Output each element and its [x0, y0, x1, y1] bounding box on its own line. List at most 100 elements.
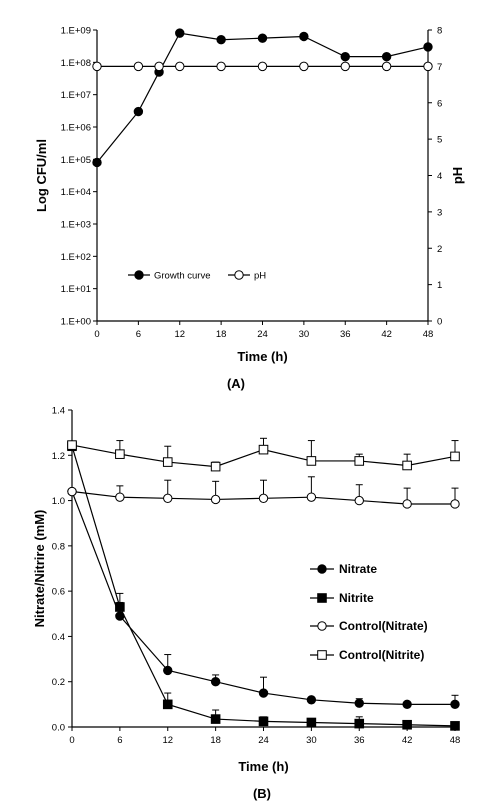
y2-tick-label: 6 [437, 98, 442, 109]
data-point [175, 28, 185, 38]
chart-panel-a: 1.E+00 1.E+01 1.E+02 1.E+03 1.E+04 1.E+05 1.E+… [34, 26, 465, 392]
data-point [163, 665, 173, 676]
data-point [133, 106, 144, 117]
x-tick-label: 12 [174, 329, 185, 340]
y-axis-title: Log CFU/ml [34, 139, 49, 212]
data-point [210, 677, 221, 687]
legend-label: Control(Nitrate) [339, 619, 428, 633]
x-tick-label: 48 [450, 735, 461, 746]
data-point [92, 61, 102, 72]
data-point [210, 461, 221, 472]
data-point [67, 440, 77, 450]
data-point [340, 51, 350, 62]
legend-marker [317, 593, 327, 603]
legend-marker [234, 270, 244, 280]
data-point [402, 460, 412, 471]
y2-tick-label: 1 [437, 280, 442, 291]
y2-tick-label: 3 [437, 207, 442, 218]
x-tick-label: 42 [402, 735, 413, 746]
data-point [306, 717, 317, 728]
data-point [402, 719, 412, 730]
data-point [354, 698, 364, 708]
data-point [216, 35, 226, 45]
panel-label-b: (B) [253, 786, 271, 801]
x-axis-title: Time (h) [237, 349, 287, 364]
legend-label: pH [254, 271, 266, 282]
data-point [306, 492, 317, 502]
y2-axis-title: pH [450, 167, 465, 184]
legend-marker [317, 650, 327, 660]
series-line [71, 491, 455, 705]
y2-tick-label: 7 [437, 62, 442, 73]
y2-tick-label: 4 [437, 171, 442, 182]
legend-marker [134, 270, 144, 280]
data-point [402, 699, 412, 710]
y2-tick-label: 2 [437, 244, 442, 255]
data-point [306, 695, 317, 705]
data-point [450, 451, 460, 462]
data-point [162, 699, 173, 710]
data-point [92, 157, 102, 168]
legend-label: Growth curve [154, 271, 211, 282]
data-point [381, 51, 392, 62]
legend-marker [317, 621, 327, 631]
x-tick-label: 36 [340, 329, 351, 340]
x-tick-label: 42 [381, 329, 392, 340]
x-tick-label: 24 [258, 735, 269, 746]
data-point [340, 61, 350, 72]
data-point [306, 456, 317, 466]
x-tick-label: 36 [354, 735, 365, 746]
data-point [115, 602, 125, 612]
data-point [423, 42, 433, 52]
x-tick-label: 24 [257, 329, 268, 340]
y-tick-label: 0.4 [52, 632, 65, 643]
data-point [354, 718, 365, 729]
panel-label-a: (A) [227, 376, 245, 391]
y-tick-label: 1.2 [52, 451, 65, 462]
y-tick-label: 1.E+05 [61, 155, 91, 166]
y-tick-label: 1.E+02 [61, 252, 91, 263]
y2-tick-label: 0 [437, 317, 442, 328]
data-point [115, 492, 125, 502]
data-point [258, 716, 269, 727]
data-point [258, 493, 269, 504]
data-point [258, 688, 269, 698]
x-tick-label: 0 [94, 329, 99, 340]
data-point [299, 31, 309, 42]
x-tick-label: 30 [306, 735, 317, 746]
data-point [381, 61, 392, 72]
data-point [450, 721, 460, 731]
data-point [67, 486, 77, 497]
x-tick-label: 30 [299, 329, 310, 340]
legend-label: Nitrate [339, 562, 377, 576]
data-point [258, 444, 269, 455]
x-tick-label: 12 [162, 735, 173, 746]
y-tick-label: 1.E+01 [61, 284, 91, 295]
data-point [450, 699, 460, 710]
y2-tick-label: 8 [437, 26, 442, 37]
data-point [154, 61, 164, 72]
data-point [257, 33, 268, 43]
y2-tick-label: 5 [437, 135, 442, 146]
y-tick-label: 1.E+06 [61, 123, 91, 134]
legend-marker [317, 564, 327, 574]
data-point [257, 61, 268, 72]
data-point [115, 449, 125, 459]
y-axis-title: Nitrate/Nitrire (mM) [32, 510, 47, 628]
legend-label: Nitrite [339, 591, 374, 605]
y-tick-label: 0.6 [52, 587, 65, 598]
data-point [163, 493, 173, 504]
data-point [210, 494, 221, 505]
data-point [133, 61, 144, 72]
y-tick-label: 0.8 [52, 541, 65, 552]
y-tick-label: 1.E+08 [61, 58, 91, 69]
data-point [162, 457, 173, 467]
x-axis-title: Time (h) [238, 759, 288, 774]
y-tick-label: 1.E+09 [61, 26, 91, 37]
data-point [423, 61, 433, 72]
y-tick-label: 1.0 [52, 496, 65, 507]
y-tick-label: 1.E+04 [61, 187, 91, 198]
chart-panel-b: 0.0 0.2 0.4 0.6 0.8 1.0 1.2 1.4 0 6 12 18 24 30 36 42 48… [32, 406, 460, 802]
data-point [210, 714, 221, 724]
x-tick-label: 0 [69, 735, 74, 746]
